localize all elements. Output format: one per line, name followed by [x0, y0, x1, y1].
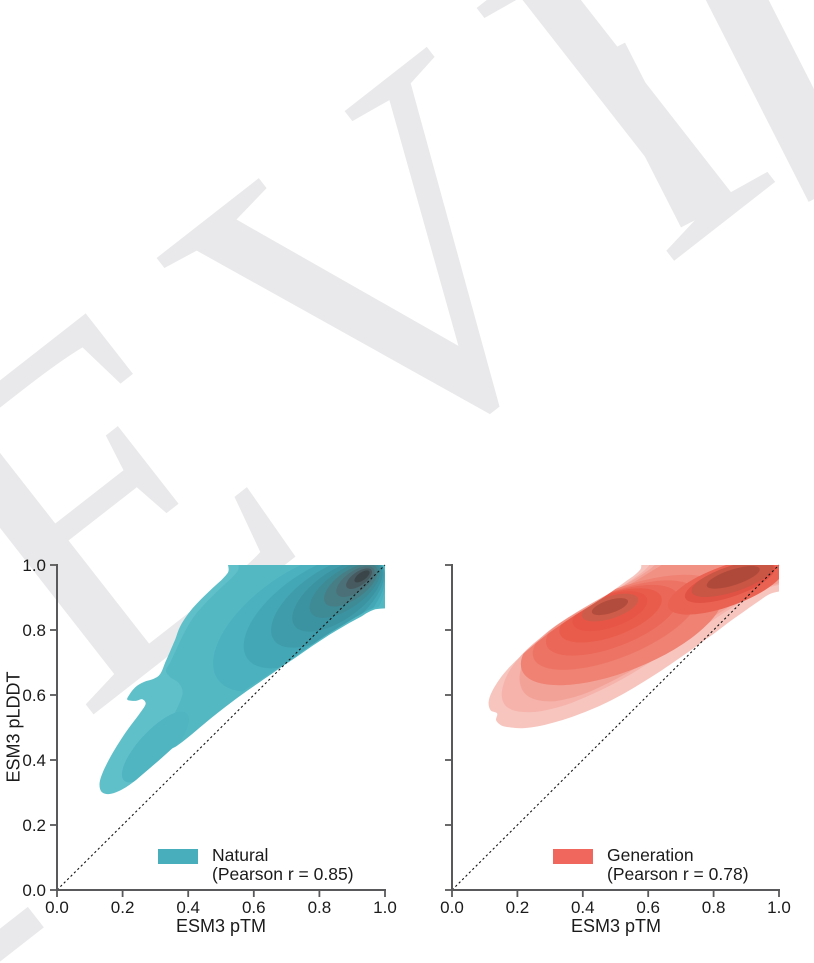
- chart-natural: 0.0 0.2 0.4 0.6 0.8 1.0 0.0 0.2 0.4 0.6 0.8 1.0 ESM…: [0, 550, 407, 946]
- y-tick-label: 0.6: [22, 686, 46, 705]
- density-band: [706, 566, 760, 589]
- legend-swatch-generation: [553, 849, 593, 864]
- density-plot-generation: 0.0 0.2 0.4 0.6 0.8 1.0: [440, 564, 791, 917]
- x-tick-label: 0.6: [636, 898, 660, 917]
- x-tick-label: 0.2: [506, 898, 530, 917]
- y-tick-label: 0.8: [22, 621, 46, 640]
- legend-label: Natural: [212, 845, 269, 865]
- x-axis-label: ESM3 pTM: [570, 916, 662, 936]
- y-tick-label: 0.2: [22, 816, 46, 835]
- density-band: [354, 570, 370, 583]
- x-tick-label: 0.4: [571, 898, 595, 917]
- y-tick-label: 0.4: [22, 751, 46, 770]
- x-axis-label: ESM3 pTM: [175, 916, 267, 936]
- x-tick-label: 0.6: [242, 898, 266, 917]
- x-tick-label: 0.0: [440, 898, 464, 917]
- legend-natural: Natural (Pearson r = 0.85): [158, 846, 354, 883]
- x-tick-label: 1.0: [767, 898, 791, 917]
- chart-generation: 0.0 0.2 0.4 0.6 0.8 1.0 ESM3 pTM Generation (…: [407, 550, 814, 946]
- density-plot-natural: 0.0 0.2 0.4 0.6 0.8 1.0 0.0 0.2 0.4 0.6 0.8 1.0: [22, 556, 397, 917]
- x-tick-label: 0.0: [45, 898, 69, 917]
- x-tick-label: 0.8: [308, 898, 332, 917]
- density-band: [591, 598, 629, 616]
- x-tick-label: 0.8: [702, 898, 726, 917]
- legend-subtext: (Pearson r = 0.78): [607, 863, 749, 884]
- x-tick-label: 0.4: [176, 898, 200, 917]
- diagonal-reference-line: [451, 564, 780, 891]
- legend-swatch-natural: [158, 849, 198, 864]
- y-tick-label: 1.0: [22, 556, 46, 575]
- diagonal-reference-line: [56, 564, 386, 891]
- x-tick-label: 1.0: [373, 898, 397, 917]
- x-tick-label: 0.2: [111, 898, 135, 917]
- density-band: [121, 711, 189, 783]
- legend-generation: Generation (Pearson r = 0.78): [553, 846, 749, 883]
- y-tick-label: 0.0: [22, 881, 46, 900]
- legend-subtext: (Pearson r = 0.85): [212, 863, 354, 884]
- y-axis-label: ESM3 pLDDT: [3, 671, 24, 783]
- legend-label: Generation: [607, 845, 694, 865]
